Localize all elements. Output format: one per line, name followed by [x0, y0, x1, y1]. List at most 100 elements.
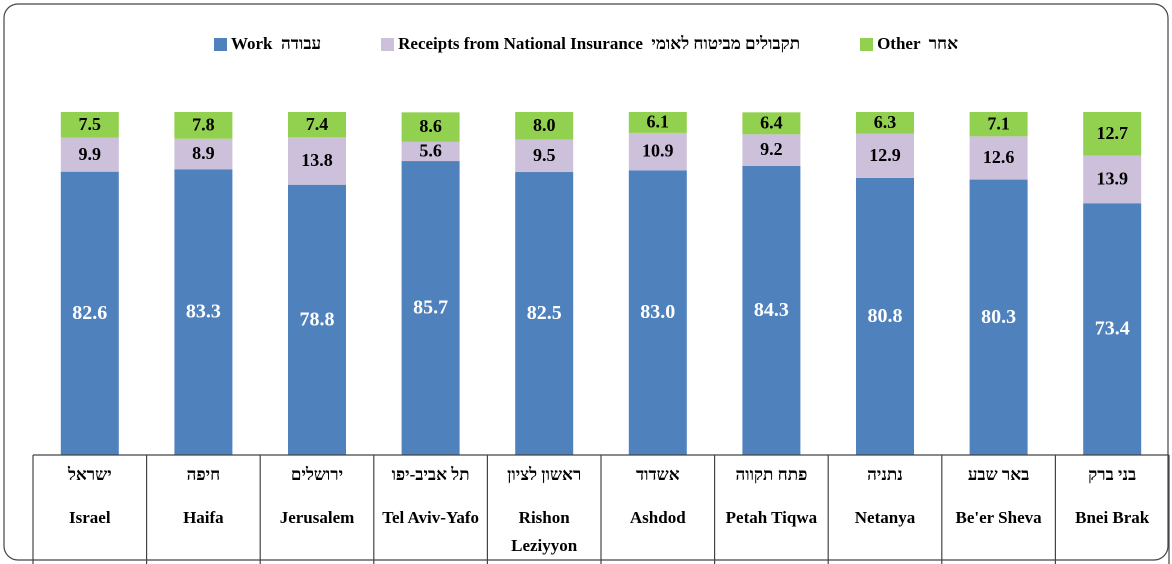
- bar-segment: [628, 112, 687, 133]
- legend-item: Other אחר: [860, 34, 958, 54]
- legend: Work עבודה Receipts from National Insuran…: [0, 34, 1172, 54]
- bar-segment: [515, 172, 574, 455]
- bar-segment: [969, 179, 1028, 456]
- legend-swatch: [860, 37, 874, 51]
- category-cell: פתח תקווה Petah Tiqwa: [717, 460, 827, 532]
- category-cell: ישראל Israel: [35, 460, 145, 532]
- data-label: 6.3: [874, 112, 897, 132]
- category-label-hebrew: פתח תקווה: [735, 465, 808, 484]
- bar-segment: [60, 171, 119, 455]
- bar-segment: [1083, 203, 1142, 455]
- bar-segment: [174, 138, 233, 170]
- bar-segment: [628, 170, 687, 455]
- bar-segment: [174, 169, 233, 455]
- bar-segment: [515, 139, 574, 173]
- category-label: Israel: [69, 508, 111, 527]
- data-label: 82.5: [527, 302, 562, 324]
- category-cell: באר שבע Be'er Sheva: [944, 460, 1054, 532]
- data-label: 80.8: [868, 305, 903, 327]
- bar-segment: [1083, 155, 1142, 204]
- bar-segment: [288, 137, 346, 185]
- legend-swatch: [381, 37, 395, 51]
- bar-segment: [401, 112, 460, 142]
- category-label: Haifa: [183, 508, 224, 527]
- data-label: 10.9: [642, 141, 674, 161]
- data-label: 12.7: [1096, 123, 1128, 143]
- data-label: 6.1: [647, 112, 670, 132]
- legend-label: Other אחר: [877, 34, 959, 53]
- legend-label: Work עבודה: [230, 34, 322, 53]
- category-label-hebrew: בני ברק: [1088, 465, 1137, 484]
- category-label-hebrew: ראשון לציון: [507, 465, 582, 484]
- legend-swatch: [213, 37, 227, 51]
- data-label: 78.8: [300, 308, 335, 330]
- data-label: 8.0: [533, 115, 556, 135]
- data-label: 85.7: [413, 297, 448, 319]
- data-label: 73.4: [1095, 318, 1130, 340]
- data-label: 7.1: [987, 113, 1010, 133]
- category-label: Rishon Leziyyon: [511, 508, 578, 555]
- category-cell: נתניה Netanya: [830, 460, 940, 532]
- category-label-hebrew: אשדוד: [635, 465, 680, 484]
- data-label: 12.9: [869, 145, 901, 165]
- data-label: 13.8: [301, 150, 333, 170]
- bar-segment: [856, 177, 914, 455]
- bar-segment: [60, 137, 119, 172]
- category-label: Bnei Brak: [1075, 508, 1150, 527]
- bar-segment: [174, 112, 233, 139]
- data-label: 9.9: [79, 144, 102, 164]
- data-label: 82.6: [72, 302, 107, 324]
- category-label: Ashdod: [629, 508, 686, 527]
- category-label: Jerusalem: [279, 508, 355, 527]
- data-label: 84.3: [754, 299, 789, 321]
- bar-segment: [742, 112, 801, 135]
- bar-segment: [856, 112, 914, 134]
- category-label-hebrew: נתניה: [867, 465, 903, 484]
- bar-segment: [742, 165, 801, 455]
- data-label: 13.9: [1096, 169, 1128, 189]
- data-label: 80.3: [981, 306, 1016, 328]
- bar-segment: [288, 184, 346, 455]
- bar-segment: [969, 136, 1028, 180]
- category-label: Be'er Sheva: [955, 508, 1042, 527]
- bar-segment: [60, 112, 119, 138]
- category-cell: חיפה Haifa: [149, 460, 259, 532]
- category-cell: ראשון לציון Rishon Leziyyon: [489, 460, 599, 560]
- data-label: 9.5: [533, 145, 556, 165]
- category-label-hebrew: תל אביב-יפו: [391, 465, 470, 484]
- bar-segment: [1083, 112, 1142, 156]
- data-label: 5.6: [419, 141, 442, 161]
- category-label-hebrew: ירושלים: [290, 465, 344, 484]
- data-label: 7.8: [192, 115, 215, 135]
- category-cell: תל אביב-יפו Tel Aviv-Yafo: [376, 460, 486, 532]
- category-label-hebrew: ישראל: [67, 465, 112, 484]
- data-label: 8.6: [419, 116, 442, 136]
- category-cell: בני ברק Bnei Brak: [1057, 460, 1167, 532]
- bar-segment: [401, 141, 460, 162]
- category-label: Petah Tiqwa: [725, 508, 818, 527]
- category-label-hebrew: באר שבע: [967, 465, 1030, 484]
- category-cell: אשדוד Ashdod: [603, 460, 713, 532]
- data-label: 12.6: [983, 147, 1015, 167]
- bar-segment: [742, 134, 801, 166]
- legend-item: Receipts from National Insurance תקבולים…: [381, 34, 800, 54]
- legend-item: Work עבודה: [213, 34, 322, 54]
- bar-segment: [515, 112, 574, 140]
- category-label: Tel Aviv-Yafo: [382, 508, 479, 527]
- data-label: 7.4: [306, 114, 329, 134]
- bar-segment: [401, 161, 460, 455]
- bar-segment: [856, 133, 914, 178]
- data-label: 6.4: [760, 112, 783, 132]
- data-label: 9.2: [760, 139, 783, 159]
- legend-label: Receipts from National Insurance תקבולים…: [398, 34, 801, 53]
- category-label: Netanya: [854, 508, 916, 527]
- chart-border: [3, 3, 1169, 561]
- data-label: 8.9: [192, 143, 215, 163]
- data-label: 7.5: [79, 114, 102, 134]
- bar-segment: [628, 132, 687, 171]
- category-cell: ירושלים Jerusalem: [262, 460, 372, 532]
- bar-segment: [288, 112, 346, 138]
- data-label: 83.0: [640, 301, 675, 323]
